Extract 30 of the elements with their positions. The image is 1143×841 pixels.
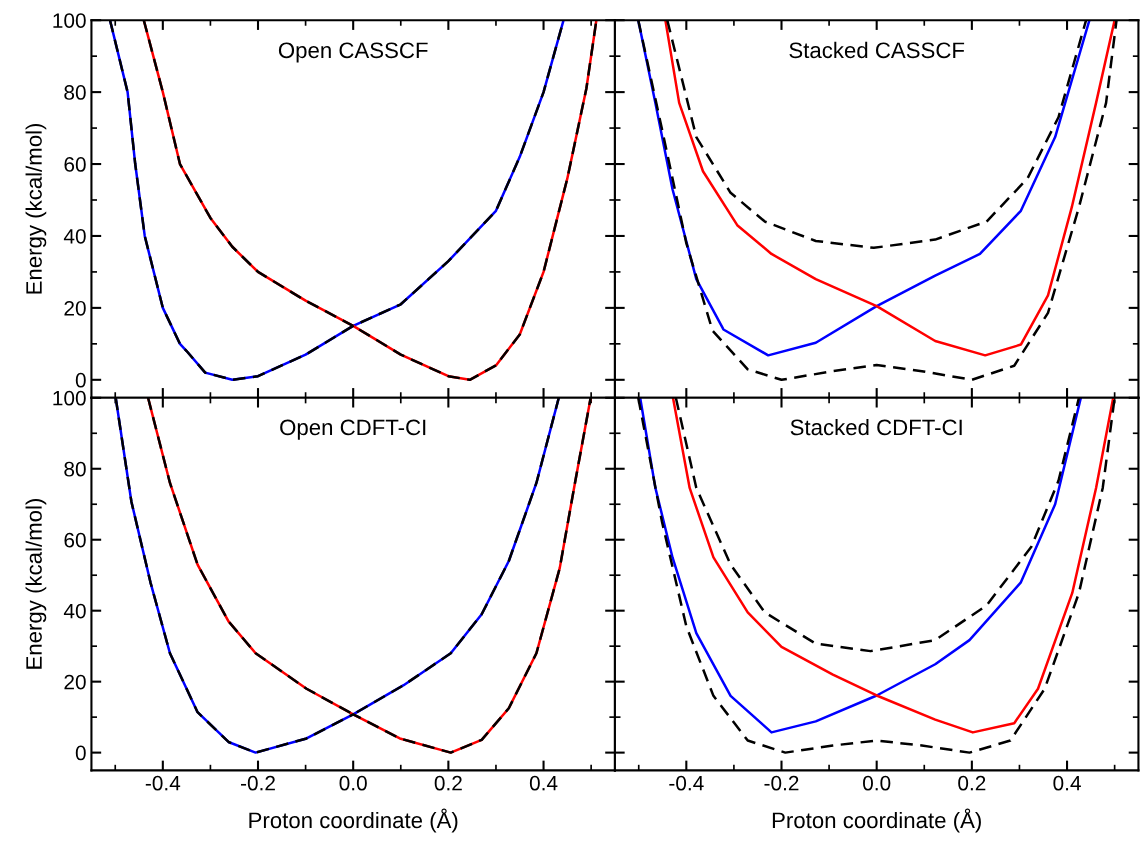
y-tick-label: 0: [75, 745, 86, 761]
y-tick-label: 20: [64, 300, 86, 316]
x-axis-title: Proton coordinate (Å): [249, 808, 458, 833]
text: Open CDFT-CI: [280, 419, 426, 440]
y-tick-label: 20: [64, 674, 86, 690]
y-tick-label: 80: [64, 461, 86, 477]
x-tick-label: 0.2: [958, 775, 986, 791]
y-tick-label: 40: [63, 228, 86, 244]
x-tick-label: 0.2: [434, 775, 462, 791]
x-tick-label: 0.4: [529, 775, 558, 791]
y-tick-label: 60: [64, 157, 86, 172]
x-tick-label: 0.4: [1053, 775, 1081, 791]
y-tick-label: 100: [53, 13, 86, 28]
text: Open CASSCF: [278, 42, 428, 63]
y-axis-title: Energy (kcal/mol): [25, 499, 47, 669]
x-tick-label: -0.4: [145, 775, 181, 791]
y-tick-label: 60: [64, 532, 86, 548]
x-axis-title: Proton coordinate (Å): [772, 808, 981, 833]
x-tick-label: -0.2: [240, 775, 275, 791]
x-tick-label: 0.0: [863, 775, 891, 791]
y-axis-title: Energy (kcal/mol): [25, 123, 47, 294]
x-tick-label: 0.0: [339, 775, 367, 791]
x-tick-label: -0.2: [764, 775, 799, 791]
y-tick-label: 100: [53, 390, 86, 406]
y-tick-label: 0: [75, 372, 86, 388]
x-tick-label: -0.4: [669, 775, 704, 791]
text: Stacked CASSCF: [789, 41, 965, 59]
y-tick-label: 80: [64, 85, 86, 100]
text: Stacked CDFT-CI: [790, 418, 962, 436]
y-tick-label: 40: [63, 603, 86, 619]
